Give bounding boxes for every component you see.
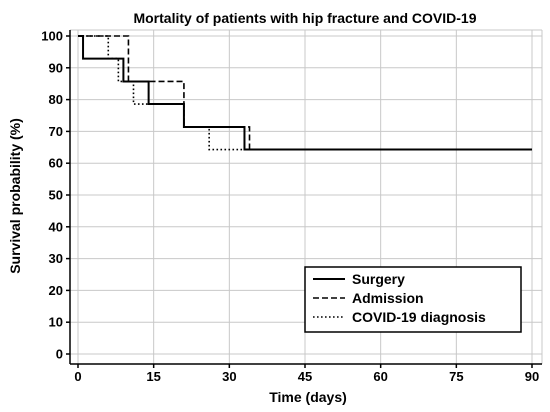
legend-label-surgery: Surgery xyxy=(352,271,405,287)
y-tick-label: 60 xyxy=(49,156,63,171)
legend: Surgery Admission COVID-19 diagnosis xyxy=(304,266,522,333)
y-tick-label: 80 xyxy=(49,92,63,107)
y-tick-label: 100 xyxy=(41,29,63,44)
y-tick-label: 0 xyxy=(56,347,63,362)
legend-label-covid-diagnosis: COVID-19 diagnosis xyxy=(352,309,486,325)
x-tick-label: 0 xyxy=(74,369,81,384)
series-line-surgery xyxy=(78,35,532,151)
x-axis-label: Time (days) xyxy=(269,389,347,405)
grid xyxy=(70,29,543,364)
series-lines xyxy=(78,35,532,151)
y-tick-label: 90 xyxy=(49,60,63,75)
y-tick-label: 10 xyxy=(49,315,63,330)
chart-title: Mortality of patients with hip fracture … xyxy=(133,10,476,26)
y-tick-label: 20 xyxy=(49,283,63,298)
series-line-covid-19-diagnosis xyxy=(78,35,532,151)
x-tick-label: 90 xyxy=(525,369,539,384)
legend-box xyxy=(304,266,522,333)
y-tick-label: 50 xyxy=(49,188,63,203)
axes xyxy=(69,30,542,365)
x-tick-label: 15 xyxy=(146,369,160,384)
x-tick-label: 30 xyxy=(222,369,236,384)
y-tick-label: 40 xyxy=(49,219,63,234)
y-tick-label: 30 xyxy=(49,251,63,266)
y-axis-label: Survival probability (%) xyxy=(7,118,23,274)
legend-label-admission: Admission xyxy=(352,290,424,306)
x-tick-label: 60 xyxy=(373,369,387,384)
y-tick-label: 70 xyxy=(49,124,63,139)
tick-labels: 0 15 30 45 60 75 90 0 10 20 30 40 50 60 70 80 90 100 xyxy=(41,29,539,385)
x-tick-label: 45 xyxy=(298,369,312,384)
x-tick-label: 75 xyxy=(449,369,463,384)
